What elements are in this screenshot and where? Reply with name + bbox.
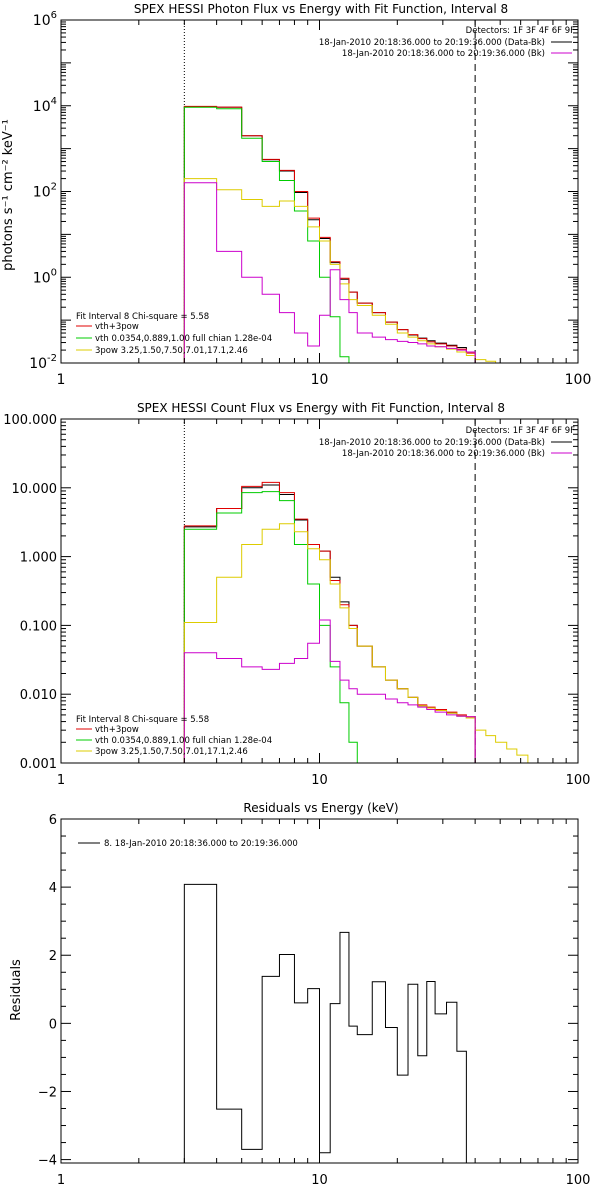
residuals-legend-label: 8. 18-Jan-2010 20:18:36.000 to 20:19:36.… <box>104 839 298 849</box>
residuals-ytick-label: −2 <box>38 1085 57 1100</box>
photon-ytick-label: 106 <box>33 10 57 29</box>
residuals-series-0 <box>183 883 476 1163</box>
photon-header-data-bk: 18-Jan-2010 20:18:36.000 to 20:19:36.000… <box>319 38 545 48</box>
count-legend-vth: vth 0.0354,0.889,1.00 full chian 1.28e-0… <box>95 736 272 746</box>
residuals-ytick-label: 6 <box>49 813 57 828</box>
count-ytick-label: 100.000 <box>3 413 57 428</box>
count-ytick-label: 0.010 <box>20 688 57 703</box>
photon-chart-title: SPEX HESSI Photon Flux vs Energy with Fi… <box>134 2 508 16</box>
photon-ytick-label: 104 <box>33 96 57 115</box>
photon-ytick-label: 10-2 <box>29 353 57 372</box>
photon-series-1 <box>183 105 476 363</box>
count-chart-title: SPEX HESSI Count Flux vs Energy with Fit… <box>137 401 505 415</box>
count-series-2 <box>183 491 358 763</box>
photon-legend-vth3pow: vth+3pow <box>95 322 139 332</box>
residuals-ytick-label: 4 <box>49 881 57 896</box>
count-plot: 1 10 100 0.001 0.010 0.100 1.000 10.000 100.000 <box>3 413 591 788</box>
count-ytick-label: 10.000 <box>12 482 58 497</box>
photon-legend-vth: vth 0.0354,0.889,1.00 full chian 1.28e-0… <box>95 334 272 344</box>
count-legend-3pow: 3pow 3.25,1.50,7.50,7.01,17.1,2.46 <box>95 747 248 757</box>
photon-series-3 <box>183 178 508 363</box>
count-series-3 <box>183 523 539 763</box>
photon-xtick-label: 100 <box>565 372 592 388</box>
photon-xtick-label: 10 <box>311 372 329 388</box>
residuals-panel: Residuals vs Energy (keV) Residuals 1 10 1… <box>9 801 590 1188</box>
photon-plot: 1 10 100 10-2 100 102 104 106 <box>29 10 592 388</box>
photon-ytick-label: 102 <box>33 182 57 201</box>
count-xtick-label: 1 <box>57 773 65 788</box>
photon-series-2 <box>183 106 350 363</box>
residuals-plot: 1 10 100 −4 −2 0 2 4 6 <box>38 813 591 1188</box>
photon-series-4 <box>183 182 476 363</box>
count-ytick-label: 0.001 <box>20 757 57 772</box>
residuals-ytick-label: 2 <box>49 949 57 964</box>
count-xtick-label: 10 <box>311 773 328 788</box>
photon-panel: SPEX HESSI Photon Flux vs Energy with Fi… <box>1 2 592 388</box>
count-series-4 <box>183 619 476 763</box>
photon-legend-3pow: 3pow 3.25,1.50,7.50,7.01,17.1,2.46 <box>95 346 248 356</box>
count-header-bk: 18-Jan-2010 20:18:36.000 to 20:19:36.000… <box>342 449 545 459</box>
photon-xtick-label: 1 <box>57 372 66 388</box>
photon-detectors-text: Detectors: 1F 3F 4F 6F 9F <box>466 26 575 36</box>
count-xtick-label: 100 <box>566 773 591 788</box>
residuals-y-axis-label: Residuals <box>9 959 24 1021</box>
photon-legend-title: Fit Interval 8 Chi-square = 5.58 <box>76 312 209 322</box>
count-legend-vth3pow: vth+3pow <box>95 725 139 735</box>
residuals-chart-title: Residuals vs Energy (keV) <box>243 801 398 815</box>
residuals-xtick-label: 10 <box>311 1173 328 1188</box>
residuals-ytick-label: 0 <box>49 1017 57 1032</box>
count-ytick-label: 0.100 <box>20 619 57 634</box>
residuals-ytick-label: −4 <box>38 1154 57 1169</box>
photon-ytick-label: 100 <box>33 267 57 286</box>
photon-header-bk: 18-Jan-2010 20:18:36.000 to 20:19:36.000… <box>342 49 545 59</box>
photon-y-axis-label: photons s⁻¹ cm⁻² keV⁻¹ <box>1 119 16 271</box>
residuals-xtick-label: 1 <box>57 1173 65 1188</box>
residuals-xtick-label: 100 <box>566 1173 591 1188</box>
count-detectors-text: Detectors: 1F 3F 4F 6F 9F <box>466 426 575 436</box>
count-header-data-bk: 18-Jan-2010 20:18:36.000 to 20:19:36.000… <box>319 438 545 448</box>
count-ytick-label: 1.000 <box>20 551 57 566</box>
count-panel: SPEX HESSI Count Flux vs Energy with Fit… <box>3 401 591 788</box>
count-legend-title: Fit Interval 8 Chi-square = 5.58 <box>76 715 209 725</box>
